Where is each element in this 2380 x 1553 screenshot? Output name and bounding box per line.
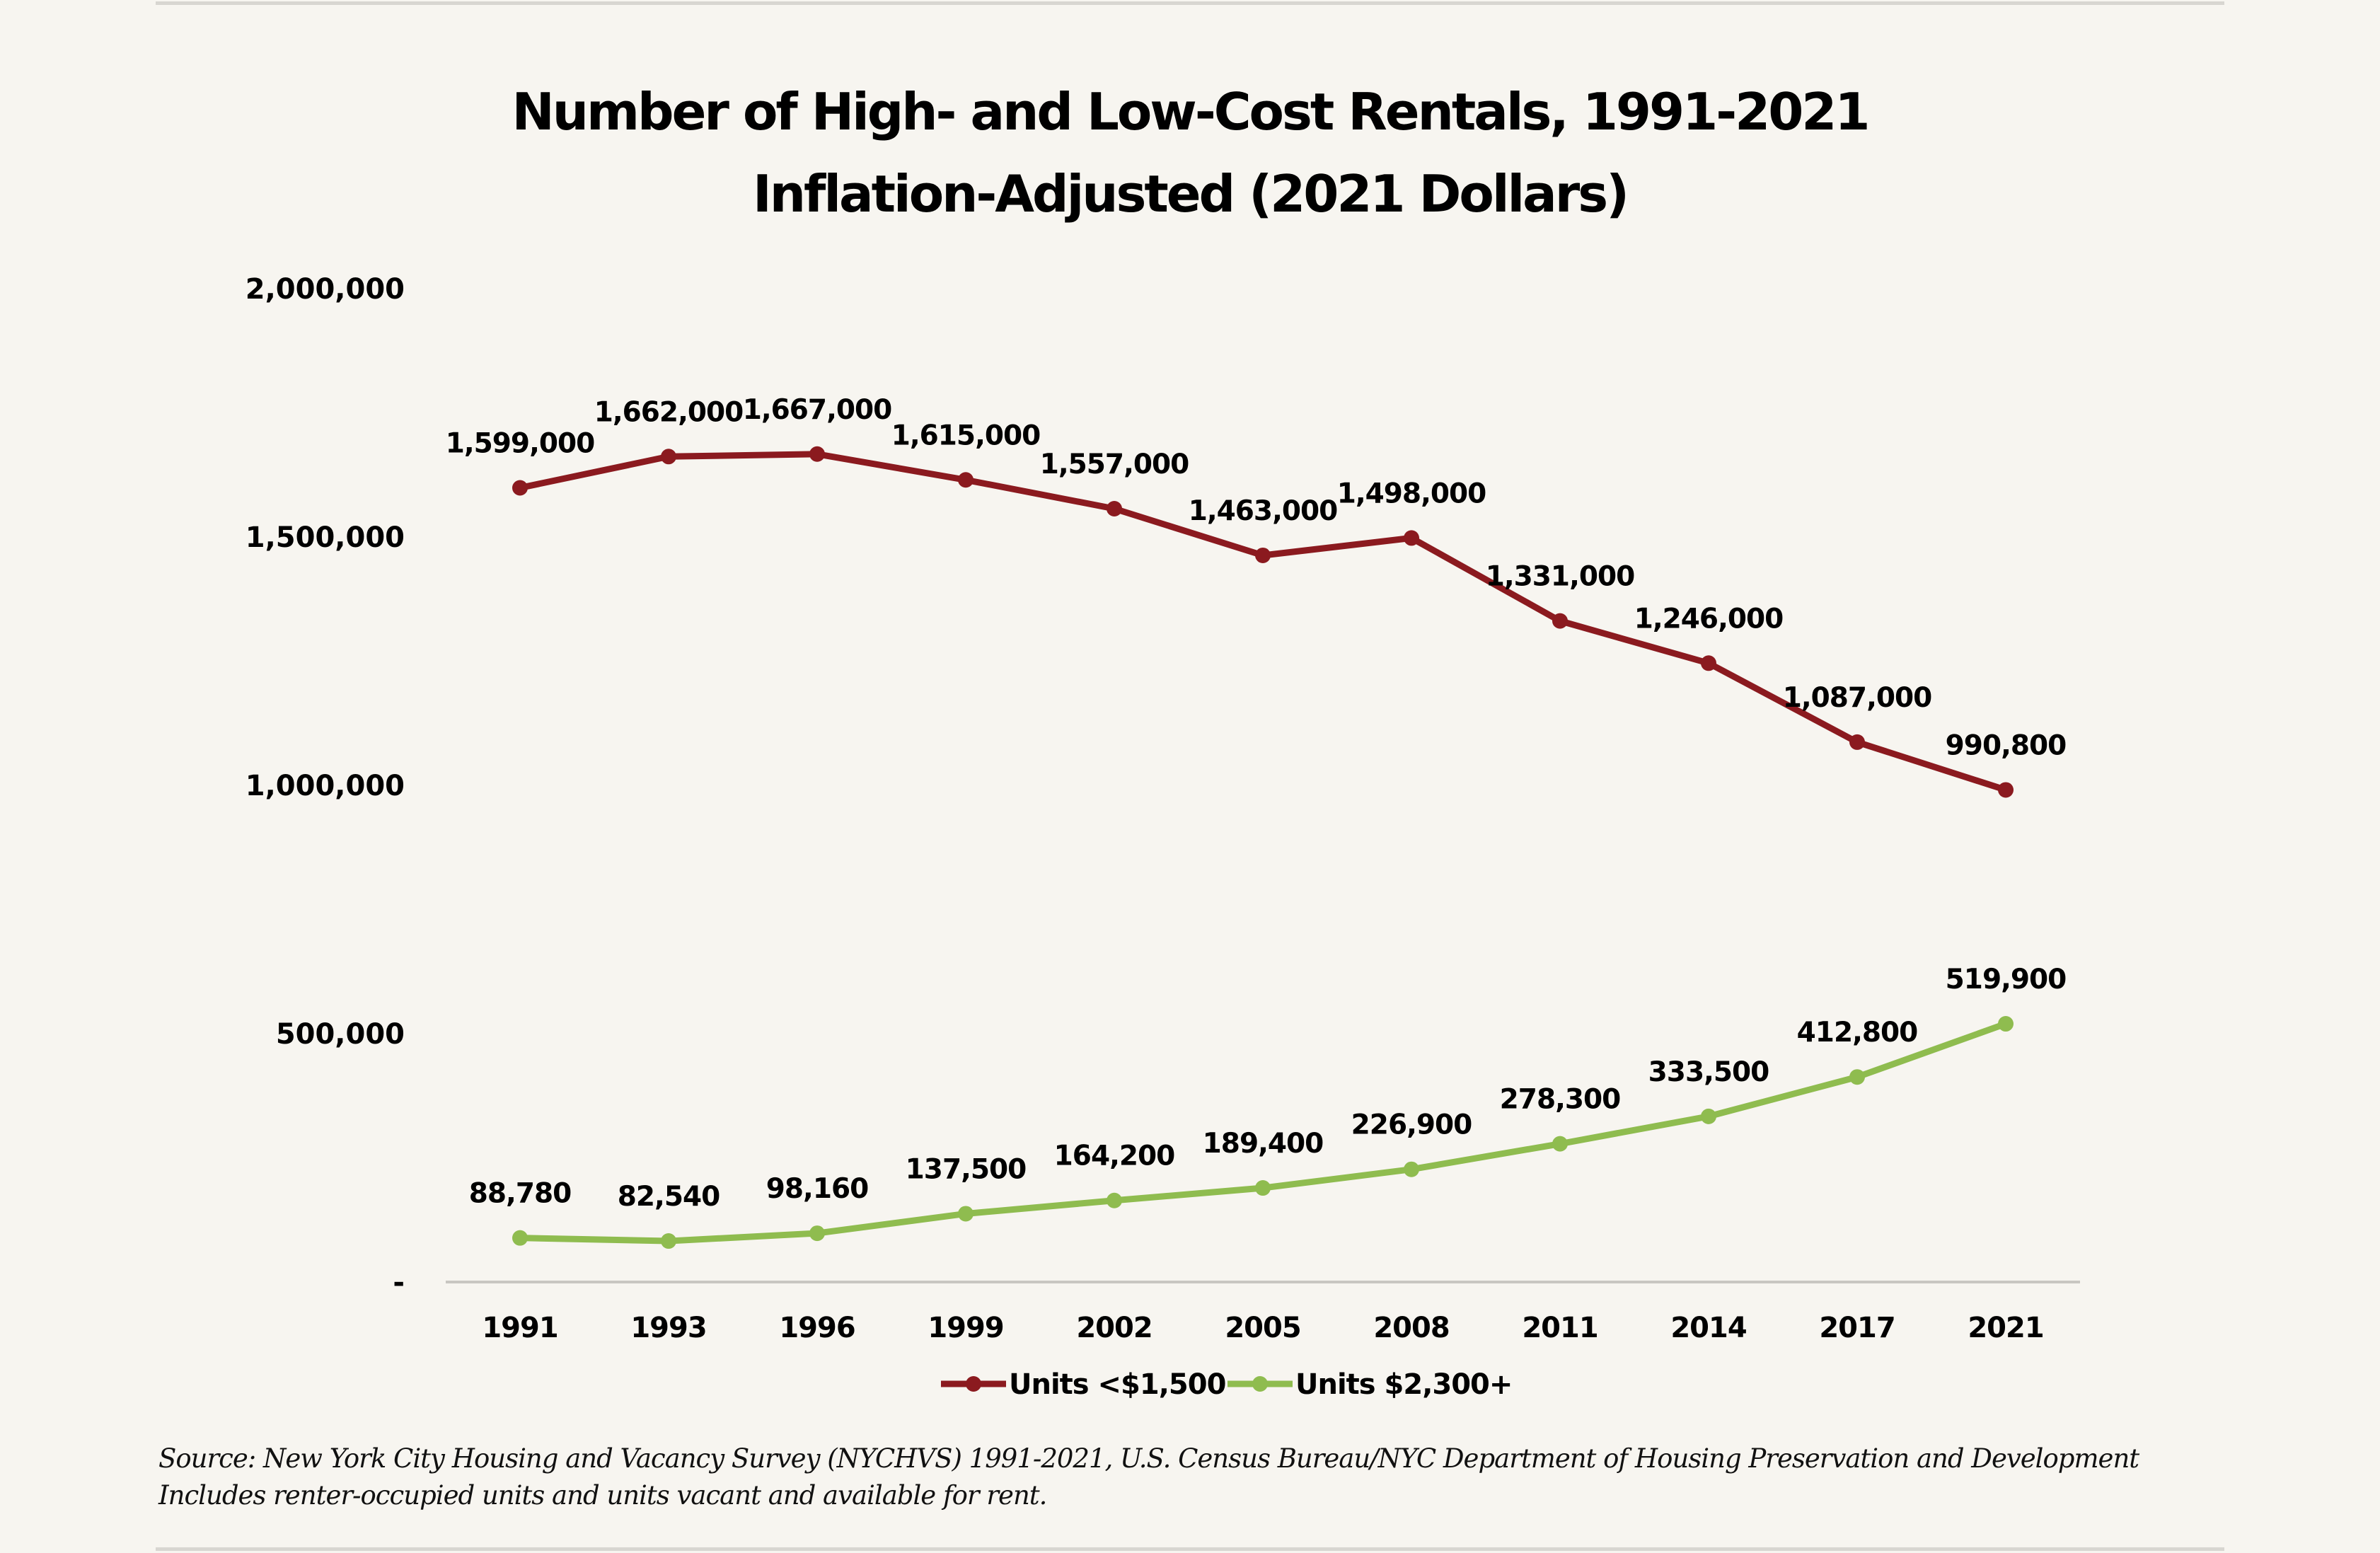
data-point [1552, 1136, 1568, 1152]
x-tick-label: 2021 [1968, 1312, 2043, 1344]
y-tick-label: - [393, 1266, 405, 1299]
y-tick-label: 1,000,000 [245, 770, 405, 802]
data-point [512, 480, 528, 496]
data-label: 1,246,000 [1634, 603, 1784, 635]
data-point [1255, 1180, 1271, 1196]
data-label: 1,599,000 [446, 428, 595, 460]
data-point [1701, 1108, 1716, 1124]
top-divider [156, 1, 2224, 5]
y-tick-label: 500,000 [276, 1018, 405, 1051]
data-point [1404, 530, 1419, 546]
y-tick-label: 2,000,000 [245, 273, 405, 306]
data-label: 519,900 [1946, 964, 2067, 995]
legend-item: Units <$1,500 [941, 1368, 1226, 1401]
data-label: 82,540 [618, 1181, 720, 1213]
data-point [1404, 1161, 1419, 1177]
x-tick-label: 1999 [928, 1312, 1003, 1344]
data-point [809, 446, 825, 462]
data-point [661, 1233, 676, 1249]
data-label: 990,800 [1946, 729, 2067, 761]
chart-subtitle: Inflation-Adjusted (2021 Dollars) [752, 164, 1629, 224]
x-tick-label: 1991 [482, 1312, 558, 1344]
source-note-detail: Includes renter-occupied units and units… [158, 1480, 1047, 1511]
data-point [958, 1206, 974, 1222]
data-point [1701, 655, 1716, 671]
data-label: 226,900 [1351, 1109, 1472, 1141]
data-point [1552, 613, 1568, 629]
data-point [661, 449, 676, 465]
legend-item: Units $2,300+ [1227, 1368, 1513, 1401]
legend-label: Units $2,300+ [1295, 1368, 1512, 1401]
data-label: 1,331,000 [1486, 561, 1635, 593]
x-axis: 1991 1993 1996 1999 2002 2005 2008 2011 2014 2017… [482, 1312, 2044, 1344]
y-tick-label: 1,500,000 [245, 521, 405, 554]
data-point [1849, 734, 1865, 750]
x-tick-label: 1993 [630, 1312, 706, 1344]
x-tick-label: 1996 [779, 1312, 855, 1344]
data-label: 1,615,000 [891, 420, 1041, 451]
y-axis: - 500,000 1,000,000 1,500,000 2,000,000 [245, 273, 405, 1299]
data-label: 98,160 [766, 1173, 869, 1205]
x-tick-label: 2014 [1670, 1312, 1746, 1344]
data-point [809, 1225, 825, 1242]
data-point [1849, 1069, 1865, 1085]
bottom-divider [156, 1547, 2224, 1551]
data-label: 189,400 [1203, 1128, 1324, 1160]
x-tick-label: 2017 [1819, 1312, 1895, 1344]
legend: Units <$1,500 Units $2,300+ [941, 1368, 1513, 1401]
data-point [1255, 547, 1271, 563]
chart-title: Number of High- and Low-Cost Rentals, 19… [512, 82, 1870, 142]
data-point [1998, 1016, 2014, 1032]
data-label: 333,500 [1648, 1056, 1769, 1088]
data-label: 1,463,000 [1189, 495, 1338, 527]
data-point [1107, 500, 1122, 516]
data-label: 412,800 [1797, 1017, 1918, 1049]
data-label: 1,557,000 [1040, 449, 1189, 480]
data-point [958, 472, 974, 488]
x-tick-label: 2011 [1522, 1312, 1598, 1344]
data-point [1107, 1192, 1122, 1208]
data-label: 1,667,000 [743, 394, 892, 426]
x-tick-label: 2008 [1373, 1312, 1449, 1344]
data-label: 1,498,000 [1337, 478, 1486, 509]
legend-marker-icon [966, 1376, 981, 1392]
x-tick-label: 2005 [1225, 1312, 1300, 1344]
data-label: 164,200 [1054, 1141, 1175, 1172]
data-label: 88,780 [469, 1178, 572, 1210]
data-label: 278,300 [1500, 1084, 1621, 1116]
data-label: 1,662,000 [594, 396, 744, 428]
x-tick-label: 2002 [1076, 1312, 1152, 1344]
source-note: Source: New York City Housing and Vacanc… [158, 1443, 2139, 1474]
data-label: 137,500 [906, 1153, 1027, 1185]
legend-label: Units <$1,500 [1009, 1368, 1225, 1401]
series-layer [512, 446, 2014, 1249]
data-label: 1,087,000 [1783, 682, 1932, 714]
data-point [1998, 782, 2014, 798]
data-point [512, 1230, 528, 1246]
legend-marker-icon [1252, 1376, 1268, 1392]
